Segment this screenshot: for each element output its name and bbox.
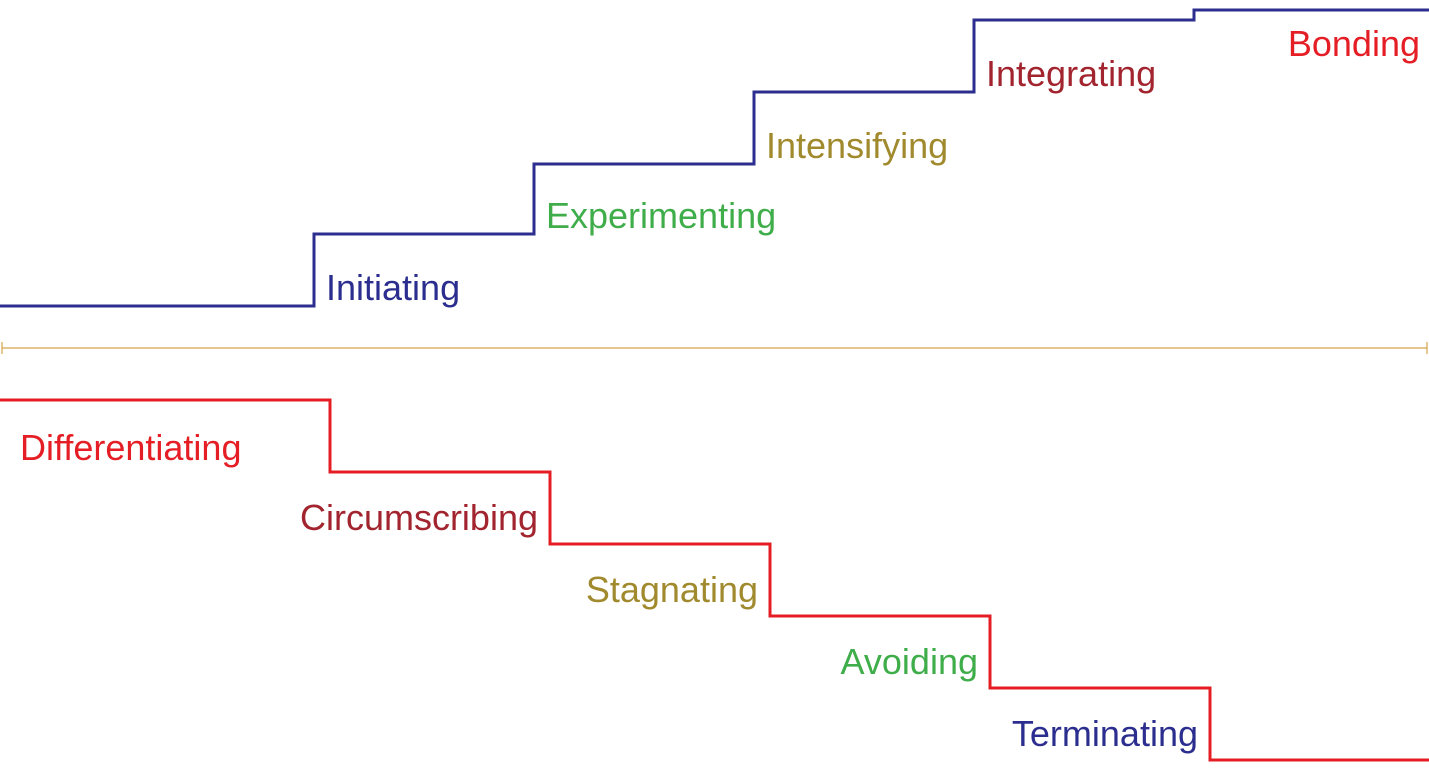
- lower_staircase-label-4: Terminating: [1012, 713, 1198, 754]
- lower_staircase-label-1: Circumscribing: [300, 497, 538, 538]
- lower_staircase-label-3: Avoiding: [841, 641, 978, 682]
- upper_staircase-label-0: Initiating: [326, 267, 460, 308]
- relationship-stages-diagram: Initiating Experimenting Intensifying Integ…: [0, 0, 1429, 769]
- diagram-background: [0, 0, 1429, 769]
- upper_staircase-label-1: Experimenting: [546, 195, 776, 236]
- lower_staircase-label-0: Differentiating: [20, 427, 241, 468]
- upper_staircase-label-4: Bonding: [1288, 23, 1420, 64]
- upper_staircase-label-3: Integrating: [986, 53, 1156, 94]
- upper_staircase-label-2: Intensifying: [766, 125, 948, 166]
- lower_staircase-label-2: Stagnating: [586, 569, 758, 610]
